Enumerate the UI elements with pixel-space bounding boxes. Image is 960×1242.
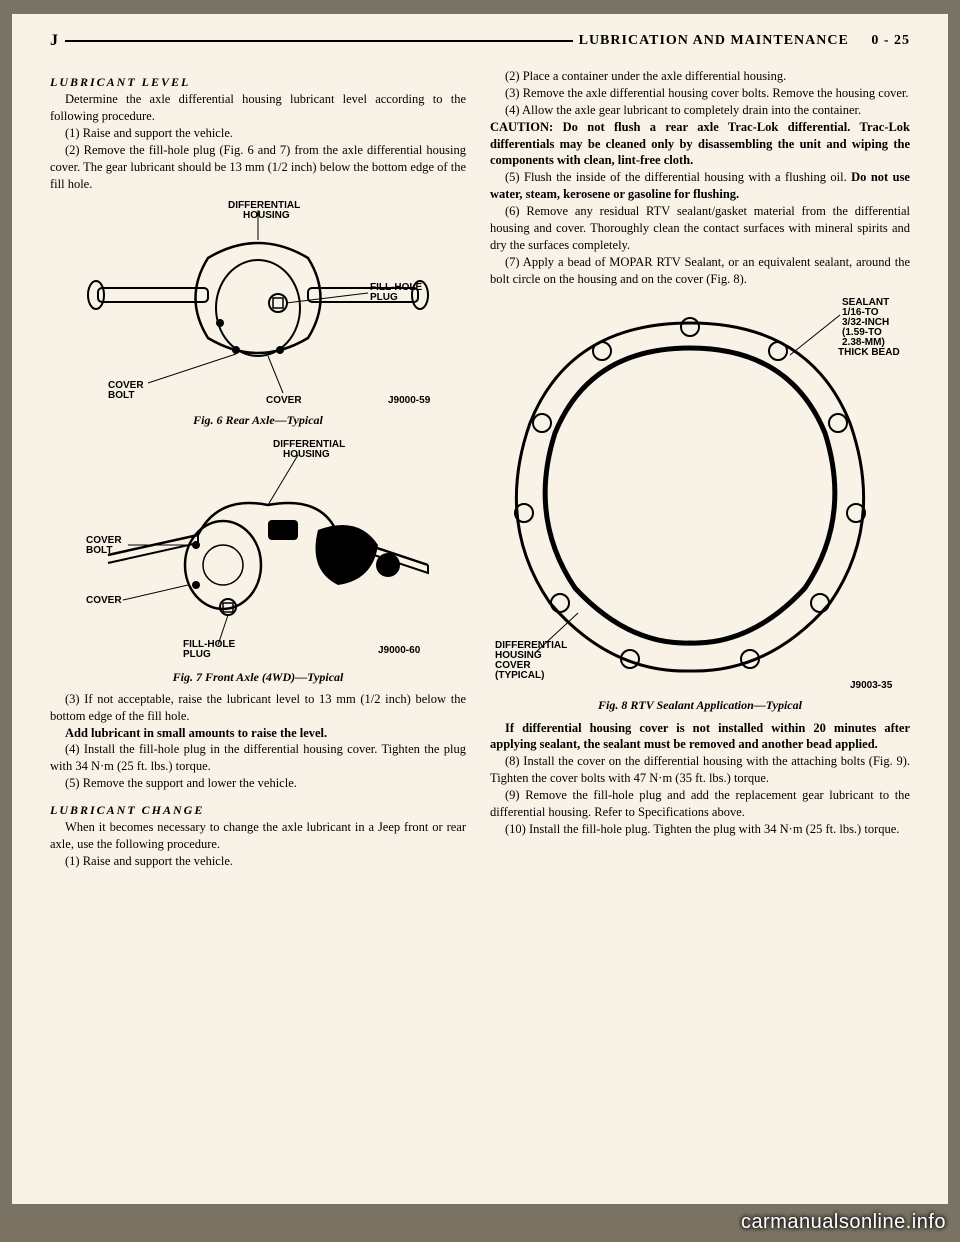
para: (10) Install the fill-hole plug. Tighten…: [490, 821, 910, 838]
para: (2) Place a container under the axle dif…: [490, 68, 910, 85]
para: Determine the axle differential housing …: [50, 91, 466, 125]
columns: LUBRICANT LEVEL Determine the axle diffe…: [50, 68, 910, 870]
para: When it becomes necessary to change the …: [50, 819, 466, 853]
para: If differential housing cover is not ins…: [490, 720, 910, 754]
para: (1) Raise and support the vehicle.: [50, 125, 466, 142]
manual-page: J LUBRICATION AND MAINTENANCE 0 - 25 LUB…: [12, 14, 948, 1204]
para: (5) Remove the support and lower the veh…: [50, 775, 466, 792]
para-bold: Add lubricant in small amounts to raise …: [65, 726, 327, 740]
svg-text:J9003-35: J9003-35: [850, 680, 893, 691]
fig6-caption: Fig. 6 Rear Axle—Typical: [50, 412, 466, 428]
left-column: LUBRICANT LEVEL Determine the axle diffe…: [50, 68, 466, 870]
front-axle-diagram: DIFFERENTIALHOUSING COVERBOLT COVER FILL…: [68, 435, 448, 665]
para: (7) Apply a bead of MOPAR RTV Sealant, o…: [490, 254, 910, 288]
para: (4) Allow the axle gear lubricant to com…: [490, 102, 910, 119]
para: (4) Install the fill-hole plug in the di…: [50, 741, 466, 775]
svg-text:DIFFERENTIALHOUSING: DIFFERENTIALHOUSING: [228, 200, 300, 221]
header-section-text: LUBRICATION AND MAINTENANCE: [579, 33, 849, 48]
subhead-lubricant-change: LUBRICANT CHANGE: [50, 802, 466, 818]
para: (1) Raise and support the vehicle.: [50, 853, 466, 870]
rear-axle-diagram: DIFFERENTIALHOUSING FILL-HOLEPLUG COVERB…: [68, 198, 448, 408]
page-header: J LUBRICATION AND MAINTENANCE 0 - 25: [50, 32, 910, 50]
para: (5) Flush the inside of the differential…: [490, 169, 910, 203]
right-column: (2) Place a container under the axle dif…: [490, 68, 910, 870]
subhead-lubricant-level: LUBRICANT LEVEL: [50, 74, 466, 90]
header-section: LUBRICATION AND MAINTENANCE 0 - 25: [579, 33, 910, 49]
para: (3) If not acceptable, raise the lubrica…: [50, 691, 466, 725]
fig7-caption: Fig. 7 Front Axle (4WD)—Typical: [50, 669, 466, 685]
svg-text:J9000-59: J9000-59: [388, 395, 431, 406]
caution-text: CAUTION: Do not flush a rear axle Trac-L…: [490, 120, 910, 168]
para: (2) Remove the fill-hole plug (Fig. 6 an…: [50, 142, 466, 193]
svg-text:DIFFERENTIAL HOUSI: DIFFERENTIAL HOUSING COVER (TYPICAL): [495, 640, 570, 681]
rtv-sealant-diagram: SEALANT 1/16-TO 3/32-INCH (1.59-TO 2.38-…: [490, 293, 910, 693]
svg-text:COVER: COVER: [86, 595, 122, 606]
para-bold: If differential housing cover is not ins…: [490, 721, 910, 752]
figure-6: DIFFERENTIALHOUSING FILL-HOLEPLUG COVERB…: [50, 198, 466, 408]
para: Add lubricant in small amounts to raise …: [50, 725, 466, 742]
svg-text:FILL-HOLEPLUG: FILL-HOLEPLUG: [183, 639, 236, 660]
figure-8: SEALANT 1/16-TO 3/32-INCH (1.59-TO 2.38-…: [490, 293, 910, 693]
figure-7: DIFFERENTIALHOUSING COVERBOLT COVER FILL…: [50, 435, 466, 665]
svg-text:DIFFERENTIALHOUSING: DIFFERENTIALHOUSING: [273, 439, 345, 460]
fig8-caption: Fig. 8 RTV Sealant Application—Typical: [490, 697, 910, 713]
para: (8) Install the cover on the differentia…: [490, 753, 910, 787]
watermark: carmanualsonline.info: [741, 1211, 946, 1234]
header-pageno: 0 - 25: [871, 33, 910, 48]
para: (9) Remove the fill-hole plug and add th…: [490, 787, 910, 821]
svg-text:SEALANT 1/16-TO: SEALANT 1/16-TO 3/32-INCH (1.59-TO 2.38-…: [838, 297, 900, 358]
para: (6) Remove any residual RTV sealant/gask…: [490, 203, 910, 254]
caution-block: CAUTION: Do not flush a rear axle Trac-L…: [490, 119, 910, 170]
header-j: J: [50, 32, 59, 50]
svg-text:COVER: COVER: [266, 395, 302, 406]
header-rule: [65, 40, 573, 42]
svg-text:FILL-HOLEPLUG: FILL-HOLEPLUG: [370, 282, 423, 303]
svg-text:COVERBOLT: COVERBOLT: [108, 380, 144, 401]
para: (3) Remove the axle differential housing…: [490, 85, 910, 102]
svg-text:J9000-60: J9000-60: [378, 645, 421, 656]
